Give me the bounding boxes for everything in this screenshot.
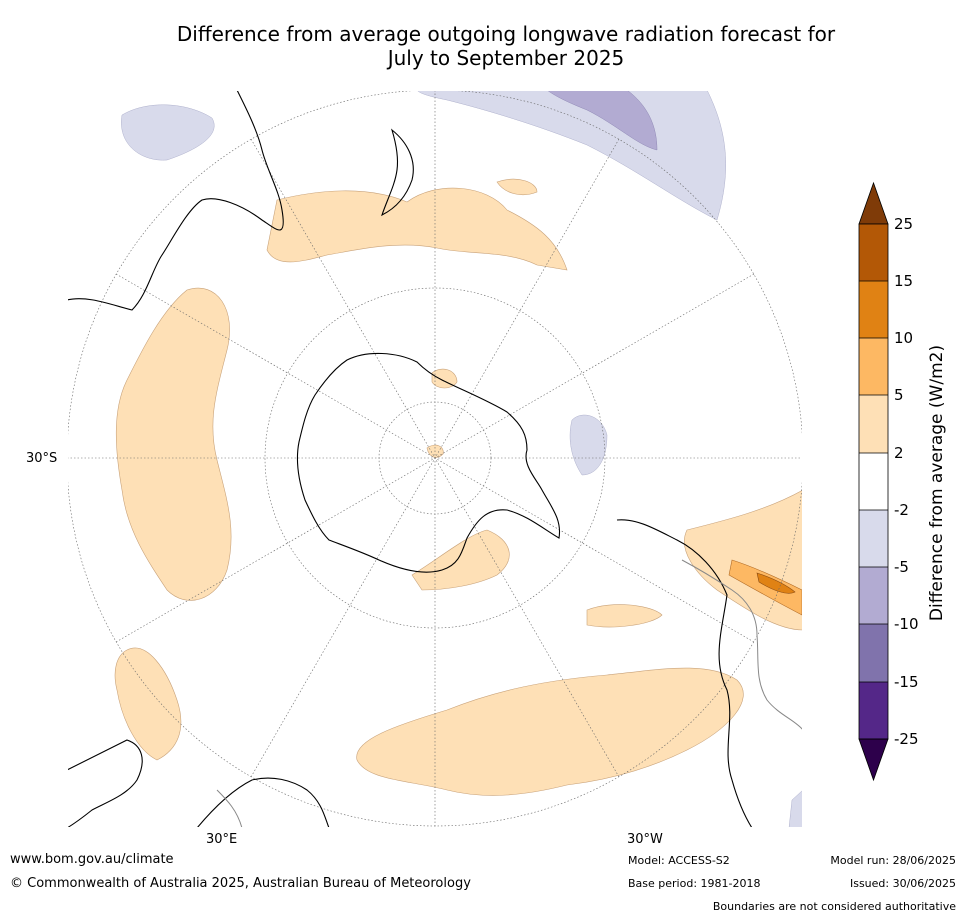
coastlines [67, 90, 753, 828]
colorbar-band-5-10 [859, 338, 888, 395]
colorbar-extend-bottom [858, 738, 889, 782]
colorbar-tick-10: 10 [894, 329, 914, 347]
anomaly-band-east [684, 489, 803, 631]
disclaimer-text: Boundaries are not considered authoritat… [712, 900, 956, 913]
strongest-positive-anomaly [756, 572, 796, 594]
colorbar-extend-top [858, 181, 889, 225]
anomaly-small-3 [586, 604, 663, 628]
lon-label-30w: 30°W [627, 832, 663, 847]
colorbar-tick-15: 15 [894, 272, 914, 290]
africa-coastline [67, 739, 143, 828]
colorbar-title: Difference from average (W/m2) [927, 344, 947, 622]
colorbar-tick-2: 2 [894, 444, 904, 462]
anomaly-purple-se-corner [788, 789, 803, 828]
anomaly-band-west [115, 287, 232, 601]
country-borders [216, 559, 803, 828]
lat-label-30s: 30°S [26, 451, 58, 466]
model-text: Model: ACCESS-S2 [628, 854, 730, 867]
new-zealand-coastline [381, 128, 414, 217]
anomaly-band-south [356, 667, 744, 796]
stronger-negative-anomaly [546, 90, 658, 151]
map-title: Difference from average outgoing longwav… [100, 22, 912, 70]
anomaly-band-southwest [114, 647, 182, 761]
issued-text: Issued: 30/06/2025 [849, 877, 956, 890]
polar-map [67, 90, 803, 828]
colorbar-band-m2-2 [859, 453, 888, 510]
colorbar-tick-m5: -5 [894, 558, 909, 576]
colorbar-tick-m15: -15 [894, 673, 919, 691]
australia-coastline [67, 90, 284, 311]
anomaly-small-1 [431, 368, 458, 389]
colorbar-band-2-5 [859, 395, 888, 453]
colorbar-band-m15-m10 [859, 624, 888, 682]
colorbar-tick-m10: -10 [894, 615, 919, 633]
colorbar-band-m25-m15 [859, 682, 888, 739]
positive-anomaly-regions [114, 178, 803, 796]
anomaly-purple-drake [569, 414, 608, 476]
antarctica-coastline [296, 352, 561, 573]
colorbar-tick-5: 5 [894, 386, 904, 404]
anomaly-band-indian-pacific [266, 187, 568, 271]
copyright-text: © Commonwealth of Australia 2025, Austra… [10, 876, 471, 891]
base-period-text: Base period: 1981-2018 [628, 877, 761, 890]
graticule [67, 90, 803, 828]
model-run-text: Model run: 28/06/2025 [830, 854, 956, 867]
africa-south-coastline [196, 777, 330, 828]
colorbar-band-10-15 [859, 281, 888, 338]
website-link[interactable]: www.bom.gov.au/climate [10, 852, 174, 867]
colorbar-tick-25: 25 [894, 215, 914, 233]
stronger-positive-anomaly [728, 559, 803, 616]
south-america-coastline [616, 519, 753, 828]
colorbar-tick-m25: -25 [894, 730, 919, 748]
anomaly-purple-tasman [121, 104, 215, 161]
colorbar-band-15-25 [859, 224, 888, 281]
anomaly-small-4 [496, 178, 538, 195]
map-title-line2: July to September 2025 [387, 46, 625, 70]
lon-label-30e: 30°E [206, 832, 238, 847]
colorbar-band-m5-m2 [859, 510, 888, 567]
colorbar-band-m10-m5 [859, 567, 888, 624]
anomaly-weddell [411, 529, 510, 591]
colorbar-tick-m2: -2 [894, 501, 909, 519]
map-title-line1: Difference from average outgoing longwav… [176, 22, 836, 46]
